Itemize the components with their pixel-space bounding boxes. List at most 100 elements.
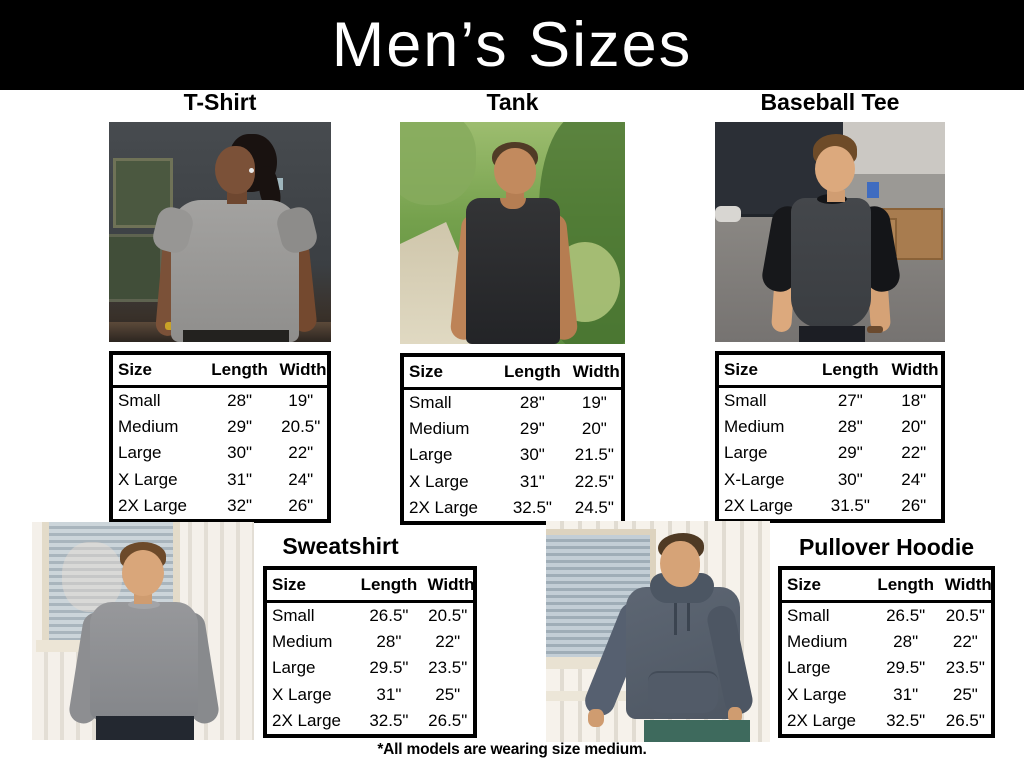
width-cell: 24" xyxy=(288,469,314,489)
model-neck xyxy=(827,190,845,202)
width-cell: 19" xyxy=(581,393,607,413)
size-cell: Large xyxy=(118,443,162,463)
window-reflection xyxy=(62,542,122,612)
table-row: Large 29.5" 23.5" xyxy=(265,655,475,681)
col-header-width: Width xyxy=(886,353,943,389)
size-cell: X Large xyxy=(118,469,178,489)
table-header: Size Length Width xyxy=(265,568,475,604)
length-cell: 31" xyxy=(376,684,402,704)
length-cell: 32" xyxy=(227,495,253,515)
model-head xyxy=(122,550,164,596)
table-body: Small 27" 18" Medium 28" 20" Large 29" 22" X-Larg… xyxy=(717,387,943,521)
width-cell: 18" xyxy=(901,391,927,411)
table-row: X Large 31" 24" xyxy=(111,467,329,493)
parking-sign xyxy=(867,182,879,198)
size-cell: X Large xyxy=(272,684,332,704)
length-cell: 28" xyxy=(376,632,402,652)
table-header: Size Length Width xyxy=(111,353,329,389)
background-sky xyxy=(843,122,945,174)
table-header-row: Size Length Width xyxy=(111,353,329,389)
length-cell: 27" xyxy=(837,391,863,411)
width-cell: 20" xyxy=(581,419,607,439)
background-tarp xyxy=(113,158,173,228)
table-row: 2X Large 31.5" 26" xyxy=(717,493,943,521)
length-cell: 29.5" xyxy=(886,658,926,678)
col-header-width: Width xyxy=(422,568,475,604)
width-cell: 25" xyxy=(435,684,461,704)
model-hand-right xyxy=(728,707,742,723)
model-tank-top xyxy=(466,198,560,344)
length-cell: 26.5" xyxy=(369,606,409,626)
width-cell: 20" xyxy=(901,417,927,437)
product-section-tank: Tank Size Length Width Small 28" 19 xyxy=(400,90,625,525)
table-header-row: Size Length Width xyxy=(402,355,623,391)
model-head xyxy=(494,148,536,194)
width-cell: 22" xyxy=(288,443,314,463)
length-cell: 28" xyxy=(519,393,545,413)
page-title: Men’s Sizes xyxy=(331,10,693,80)
model-watch xyxy=(867,326,883,333)
table-body: Small 26.5" 20.5" Medium 28" 22" Large 29.5" 23.… xyxy=(265,602,475,736)
size-cell: 2X Large xyxy=(409,497,478,517)
col-header-length: Length xyxy=(204,353,275,389)
width-cell: 24.5" xyxy=(574,497,614,517)
table-row: Medium 28" 20" xyxy=(717,414,943,440)
model-head xyxy=(660,541,700,587)
size-cell: Large xyxy=(787,658,831,678)
model-kangaroo-pocket xyxy=(648,671,718,713)
width-cell: 22.5" xyxy=(574,471,614,491)
table-row: Large 30" 22" xyxy=(111,440,329,466)
size-cell: Medium xyxy=(272,632,333,652)
col-header-size: Size xyxy=(402,355,498,391)
size-cell: Medium xyxy=(787,632,848,652)
table-header: Size Length Width xyxy=(402,355,623,391)
length-cell: 28" xyxy=(227,391,253,411)
models-size-footnote: *All models are wearing size medium. xyxy=(377,741,647,758)
table-row: 2X Large 32.5" 26.5" xyxy=(265,708,475,736)
size-cell: Medium xyxy=(409,419,470,439)
sweatshirt-model-photo xyxy=(32,522,254,740)
col-header-size: Size xyxy=(265,568,356,604)
length-cell: 30" xyxy=(519,445,545,465)
table-row: Large 30" 21.5" xyxy=(402,442,623,468)
model-neck xyxy=(134,594,152,604)
col-header-width: Width xyxy=(274,353,329,389)
col-header-width: Width xyxy=(567,355,623,391)
size-table-tank: Size Length Width Small 28" 19" Medium 29" 20… xyxy=(400,353,625,525)
table-row: 2X Large 32" 26" xyxy=(111,493,329,521)
col-header-size: Size xyxy=(717,353,815,389)
size-table-tshirt: Size Length Width Small 28" 19" Medium 29" 20… xyxy=(109,351,331,523)
length-cell: 32.5" xyxy=(886,710,926,730)
table-header-row: Size Length Width xyxy=(717,353,943,389)
length-cell: 29" xyxy=(519,419,545,439)
table-row: X Large 31" 22.5" xyxy=(402,469,623,495)
table-header: Size Length Width xyxy=(780,568,993,604)
product-section-tshirt: T-Shirt Size Length xyxy=(109,90,331,523)
header-banner: Men’s Sizes xyxy=(0,0,1024,90)
width-cell: 23.5" xyxy=(428,658,468,678)
table-row: Small 28" 19" xyxy=(111,387,329,415)
width-cell: 22" xyxy=(952,632,978,652)
model-pants xyxy=(96,716,194,740)
table-row: Medium 29" 20.5" xyxy=(111,414,329,440)
length-cell: 32.5" xyxy=(512,497,552,517)
background-car xyxy=(715,206,741,222)
model-pants xyxy=(799,326,865,342)
model-pants xyxy=(644,720,750,742)
length-cell: 29" xyxy=(837,443,863,463)
width-cell: 22" xyxy=(435,632,461,652)
length-cell: 28" xyxy=(837,417,863,437)
width-cell: 25" xyxy=(952,684,978,704)
length-cell: 31" xyxy=(227,469,253,489)
size-cell: Large xyxy=(409,445,453,465)
pullover-hoodie-model-photo xyxy=(546,521,770,742)
model-neck xyxy=(506,192,524,204)
length-cell: 31" xyxy=(893,684,919,704)
table-row: 2X Large 32.5" 26.5" xyxy=(780,708,993,736)
model-head xyxy=(215,146,255,194)
col-header-width: Width xyxy=(939,568,993,604)
table-row: X-Large 30" 24" xyxy=(717,467,943,493)
table-header-row: Size Length Width xyxy=(265,568,475,604)
model-baseball-tee xyxy=(791,198,871,328)
